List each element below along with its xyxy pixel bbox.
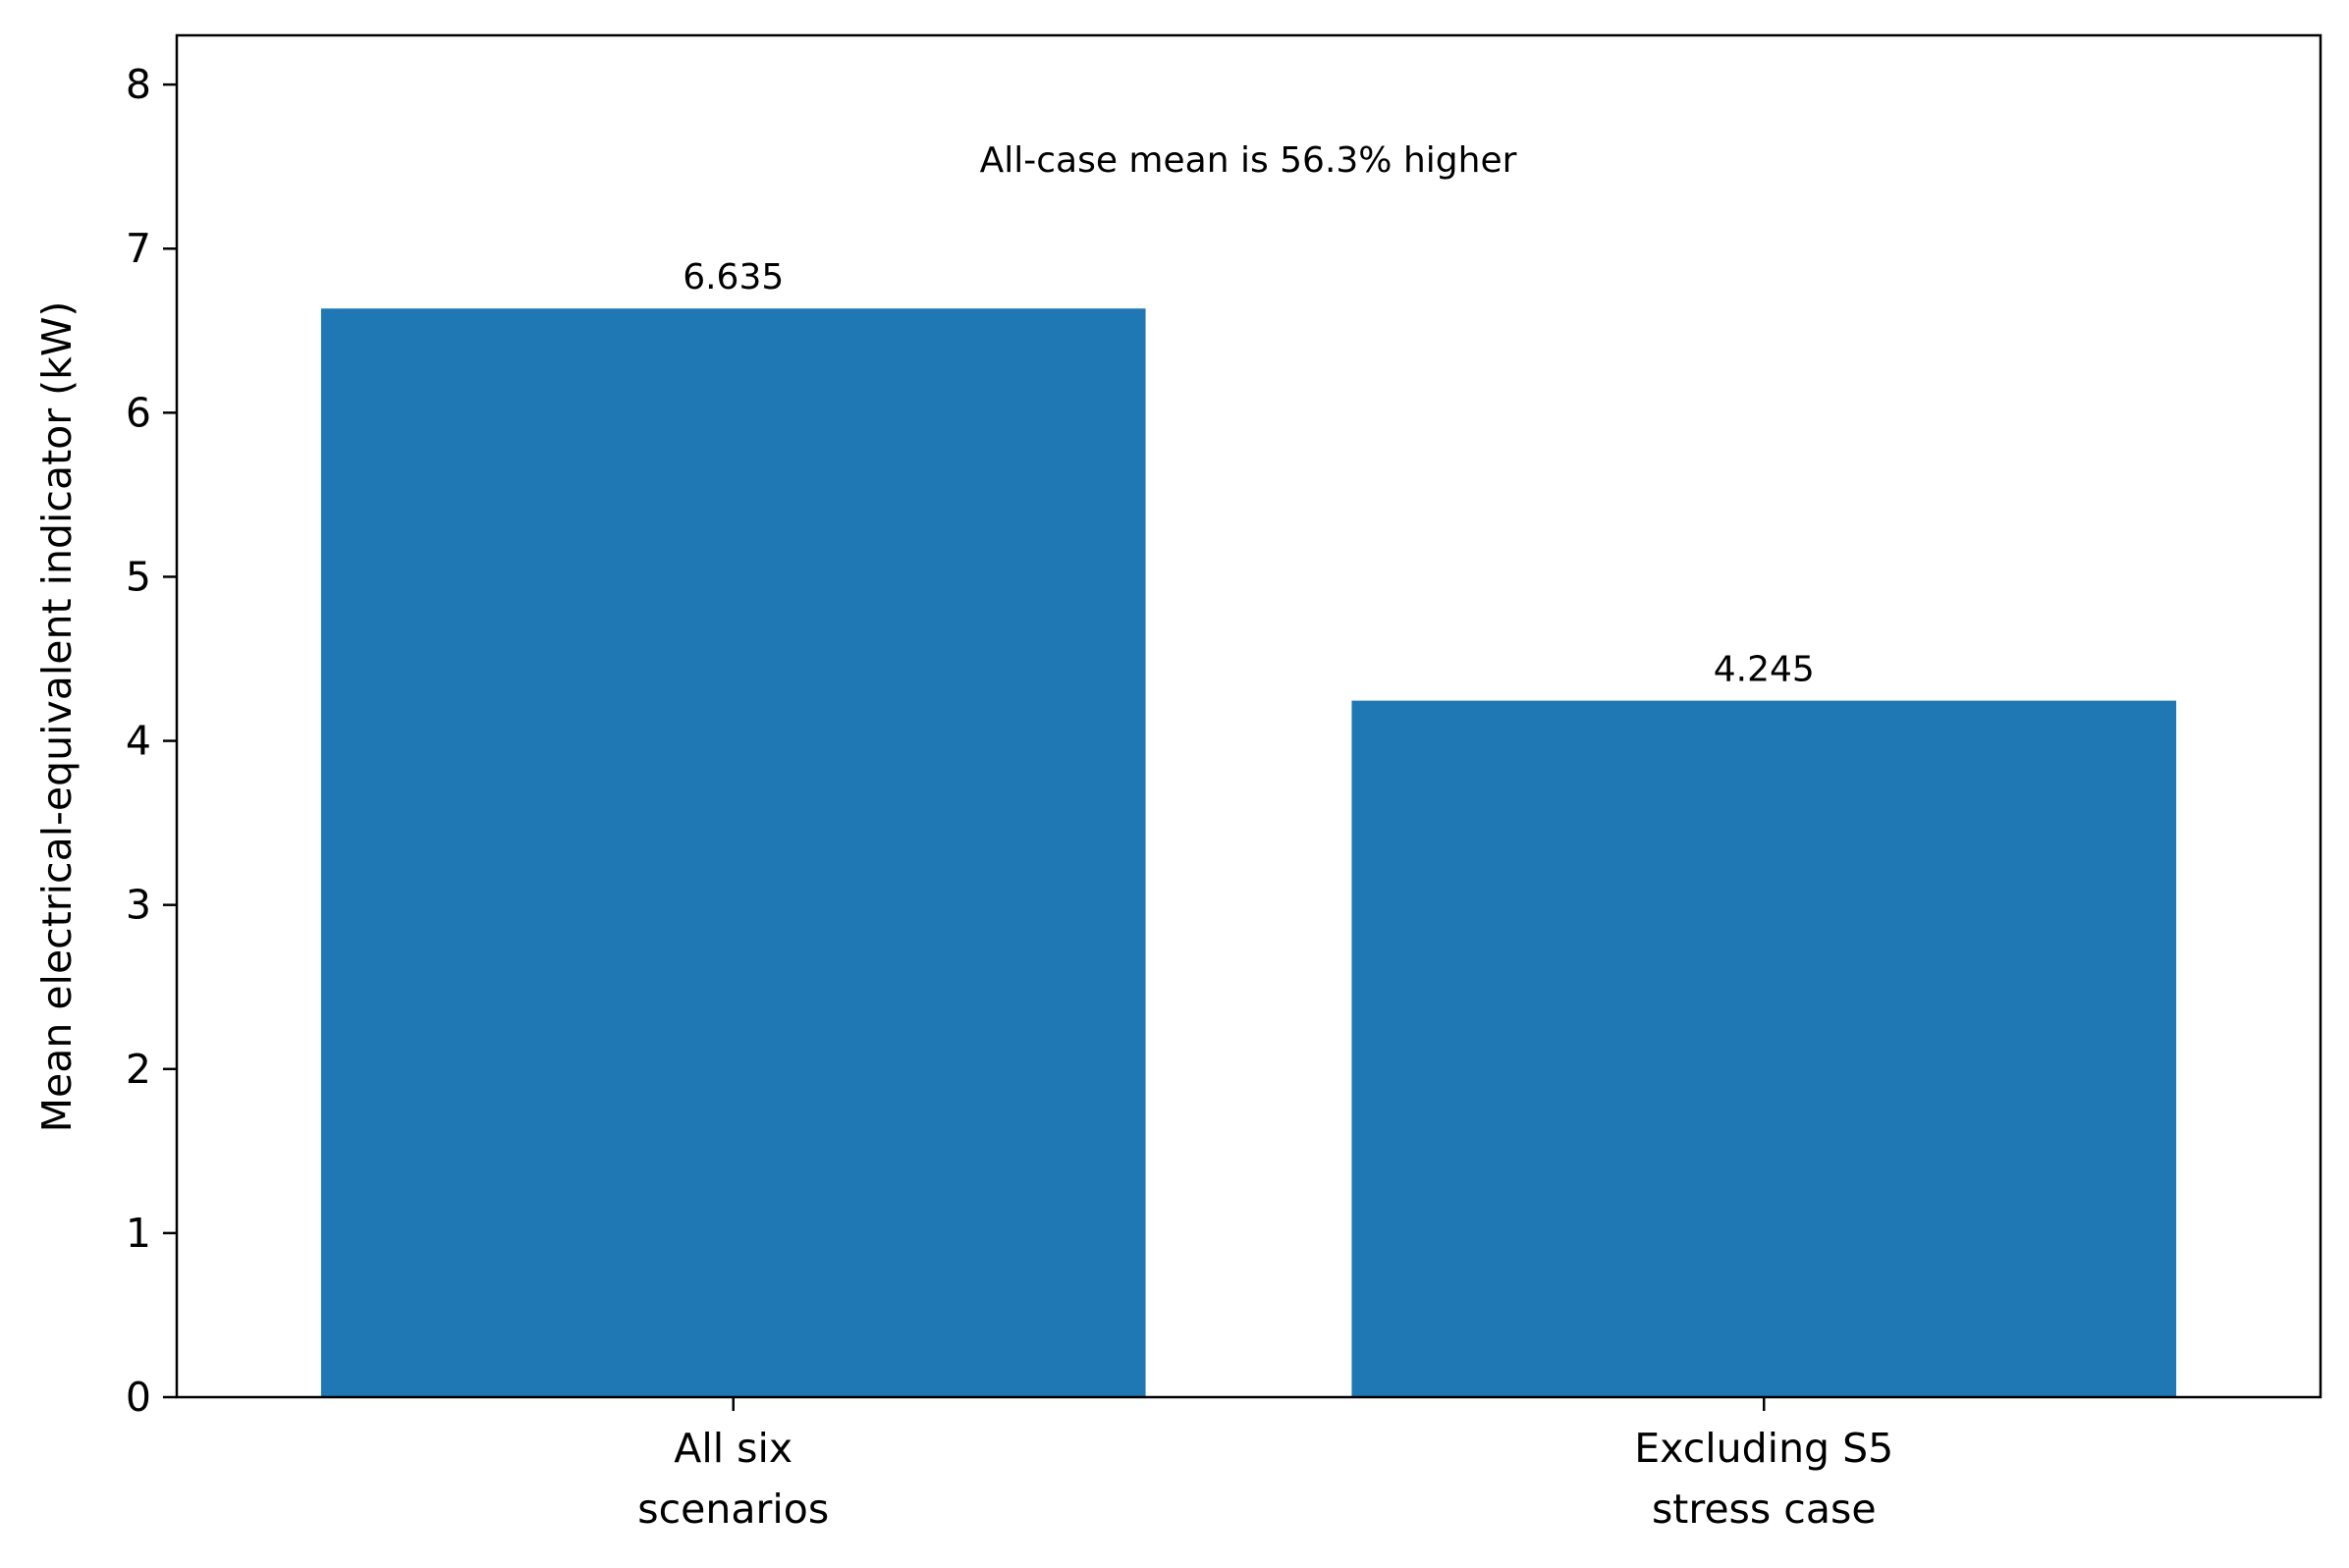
bars-layer: [320, 308, 2177, 1397]
y-tick-label-3: 3: [126, 882, 151, 929]
plot-frame: [175, 33, 2322, 1399]
y-axis: 0 1 2 3 4 5 6 7 8: [126, 61, 177, 1421]
y-axis-label: Mean electrical-equivalent indicator (kW…: [33, 301, 81, 1133]
x-tick-label-line: scenarios: [637, 1486, 829, 1533]
y-tick-label-2: 2: [126, 1046, 151, 1093]
value-labels-layer: 6.635 4.245: [683, 257, 1815, 689]
y-tick-label-6: 6: [126, 389, 151, 436]
x-tick-label-line: stress case: [1652, 1486, 1877, 1533]
x-tick-label-0: All six scenarios: [637, 1425, 829, 1533]
x-tick-label-1: Excluding S5 stress case: [1634, 1425, 1893, 1533]
x-axis: All six scenarios Excluding S5 stress case: [637, 1397, 1893, 1533]
bar-0: [320, 308, 1146, 1397]
bar-1: [1351, 700, 2177, 1397]
y-tick-label-4: 4: [126, 718, 151, 765]
bar-value-label-1: 4.245: [1714, 650, 1815, 690]
y-tick-label-7: 7: [126, 225, 151, 272]
x-tick-label-line: All six: [674, 1425, 792, 1472]
y-tick-label-1: 1: [126, 1210, 151, 1257]
bar-value-label-0: 6.635: [683, 257, 784, 297]
y-tick-label-8: 8: [126, 61, 151, 108]
y-tick-label-0: 0: [126, 1374, 151, 1421]
annotation-text: All-case mean is 56.3% higher: [980, 140, 1517, 181]
x-tick-label-line: Excluding S5: [1634, 1425, 1893, 1472]
y-tick-label-5: 5: [126, 553, 151, 600]
